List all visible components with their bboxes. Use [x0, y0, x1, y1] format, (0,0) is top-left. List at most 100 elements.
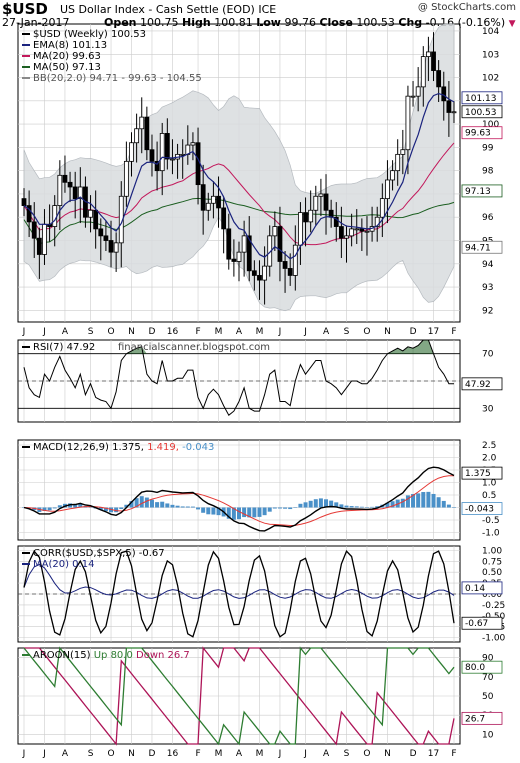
- candle-body: [313, 195, 319, 211]
- close-value: 100.53: [356, 16, 395, 29]
- macd-histogram-bar: [144, 497, 149, 508]
- candle-body: [308, 209, 314, 223]
- price-y-tick: 98: [482, 167, 494, 177]
- ema8-line: [23, 92, 455, 260]
- candle-body: [246, 235, 252, 272]
- macd-histogram-bar: [165, 503, 170, 508]
- candle-body: [129, 142, 134, 162]
- x-axis-tick-label: N: [128, 327, 135, 337]
- candle-body: [349, 228, 355, 237]
- x-axis-tick-label-bottom: J: [22, 749, 26, 759]
- candle-body: [359, 228, 365, 232]
- macd-histogram-bar: [400, 498, 405, 508]
- x-axis-tick-label-bottom: D: [410, 749, 417, 759]
- candle-body: [379, 198, 385, 218]
- candle-body: [216, 195, 221, 209]
- macd-y-tick: 2.5: [482, 441, 496, 451]
- macd-y-tick: -0.5: [482, 516, 500, 526]
- rsi-legend-entry: RSI(7) 47.92: [33, 342, 95, 353]
- candle-body: [262, 265, 267, 281]
- macd-histogram-bar: [390, 501, 395, 508]
- macd-histogram-bar: [103, 507, 108, 512]
- macd-histogram-bar: [170, 504, 175, 508]
- macd-histogram-bar: [73, 504, 78, 508]
- chg-label: Chg: [398, 16, 423, 29]
- watermark-text: financialscanner.blogspot.com: [118, 342, 270, 353]
- macd-value-tag: [461, 502, 503, 515]
- x-axis-tick-label: F: [195, 327, 200, 337]
- stockcharts-credit[interactable]: @ StockCharts.com: [417, 2, 516, 13]
- macd-histogram-bar: [364, 507, 369, 508]
- candle-body: [277, 226, 283, 262]
- x-axis-tick-label: S: [88, 327, 94, 337]
- macd-histogram-bar: [308, 500, 313, 508]
- candle-body: [431, 51, 436, 71]
- candle-body: [415, 86, 421, 97]
- candle-body: [103, 235, 109, 241]
- rsi-value-tag: [461, 377, 503, 391]
- price-value-tag-text: 101.13: [465, 94, 497, 104]
- aroon-legend-label: AROON(15): [33, 650, 94, 661]
- macd-histogram-bar: [237, 507, 241, 520]
- macd-legend-signal: 1.419,: [144, 442, 179, 453]
- x-axis-tick-label-bottom: O: [107, 749, 114, 759]
- x-axis-tick-label: F: [451, 327, 456, 337]
- x-axis-tick-label-bottom: F: [195, 749, 200, 759]
- macd-legend-main: MACD(12,26,9) 1.375,: [33, 442, 144, 453]
- macd-histogram-bar: [231, 507, 236, 520]
- candle-body: [364, 230, 370, 233]
- macd-histogram-bar: [247, 507, 252, 518]
- macd-histogram-bar: [47, 507, 52, 511]
- candle-body: [374, 216, 380, 227]
- high-label: High: [182, 16, 211, 29]
- price-value-tag: [461, 105, 503, 119]
- x-axis-tick-label-bottom: 16: [167, 749, 179, 759]
- aroon-value-tag: [461, 711, 503, 725]
- x-axis-tick-label-bottom: 17: [428, 749, 439, 759]
- low-label: Low: [256, 16, 281, 29]
- candle-body: [395, 153, 401, 172]
- x-axis-tick-label: O: [107, 327, 114, 337]
- corr-y-tick: 0.50: [482, 568, 502, 578]
- price-value-tag-text: 100.53: [465, 108, 497, 118]
- x-axis-tick-label: S: [344, 327, 350, 337]
- macd-histogram-bar: [329, 500, 334, 508]
- macd-line: [23, 466, 455, 532]
- price-y-tick: 94: [482, 260, 494, 270]
- macd-histogram-bar: [411, 494, 416, 508]
- chart-symbol: $USD: [2, 0, 48, 18]
- macd-histogram-bar: [344, 505, 349, 508]
- macd-histogram-bar: [441, 500, 446, 508]
- macd-histogram-bar: [160, 501, 165, 508]
- candle-body: [282, 261, 288, 269]
- x-axis-tick-label-bottom: S: [344, 749, 350, 759]
- aroon-y-tick: 10: [482, 730, 494, 740]
- macd-histogram-bar: [359, 506, 364, 508]
- aroon-legend-up: Up 80.0: [94, 650, 136, 661]
- price-legend-entry: MA(50) 97.13: [33, 62, 101, 73]
- rsi-y-tick: 30: [482, 404, 494, 414]
- aroon-value-tag-text: 80.0: [465, 663, 485, 673]
- candle-body: [36, 237, 42, 255]
- macd-histogram-bar: [119, 507, 124, 510]
- macd-histogram-bar: [334, 502, 339, 508]
- ohlc-summary: Open 100.75 High 100.81 Low 99.76 Close …: [104, 16, 516, 29]
- macd-histogram-bar: [277, 507, 282, 509]
- candle-body: [98, 228, 104, 237]
- macd-histogram-bar: [175, 505, 180, 508]
- x-axis-tick-label-bottom: O: [363, 749, 370, 759]
- x-axis-tick-label-bottom: S: [88, 749, 94, 759]
- x-axis-tick-label-bottom: J: [303, 749, 307, 759]
- candle-body: [72, 186, 78, 200]
- candle-body: [31, 221, 37, 239]
- price-legend-entry: MA(20) 99.63: [33, 51, 101, 62]
- macd-histogram-bar: [446, 504, 451, 508]
- macd-histogram-bar: [42, 507, 47, 511]
- price-y-tick: 92: [482, 306, 493, 316]
- candle-body: [195, 142, 201, 186]
- macd-histogram-bar: [354, 506, 359, 508]
- candle-body: [164, 133, 170, 160]
- candle-body: [221, 207, 227, 230]
- x-axis-tick-label-bottom: A: [62, 749, 69, 759]
- macd-histogram-bar: [252, 507, 257, 518]
